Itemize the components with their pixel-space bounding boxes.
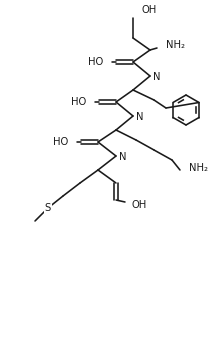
- Text: NH₂: NH₂: [166, 40, 185, 50]
- Text: HO: HO: [88, 57, 103, 67]
- Text: N: N: [119, 152, 126, 162]
- Text: OH: OH: [142, 5, 157, 15]
- Text: S: S: [45, 203, 51, 213]
- Text: N: N: [136, 112, 144, 122]
- Text: HO: HO: [71, 97, 86, 107]
- Text: NH₂: NH₂: [189, 163, 208, 173]
- Text: HO: HO: [53, 137, 68, 147]
- Text: OH: OH: [132, 200, 147, 210]
- Text: N: N: [153, 72, 160, 82]
